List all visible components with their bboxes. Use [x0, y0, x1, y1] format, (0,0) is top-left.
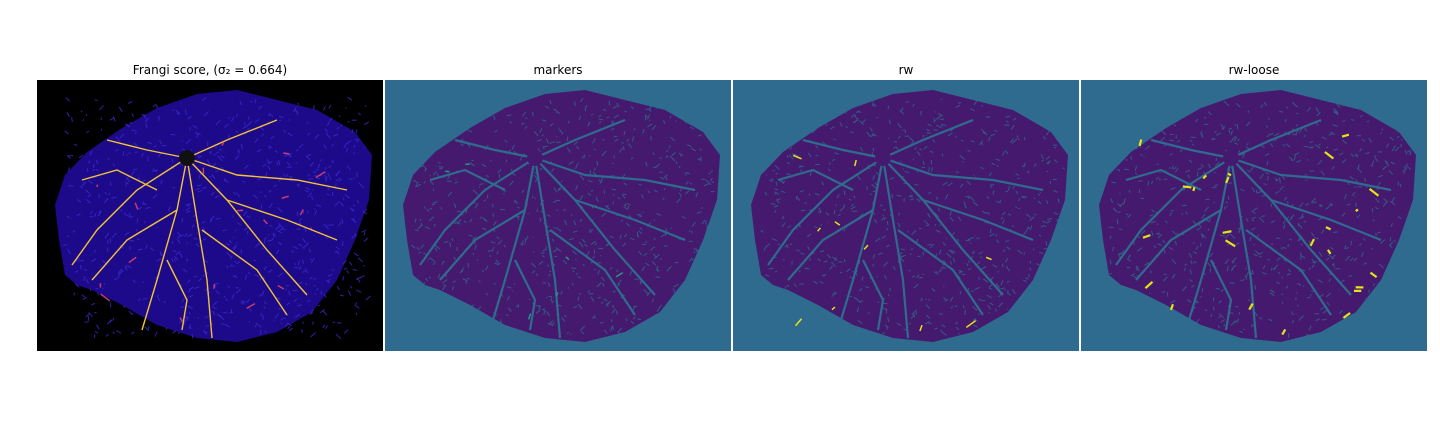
petiole-hole	[527, 150, 543, 166]
rw-image	[733, 80, 1079, 351]
panel-title-markers: markers	[533, 63, 583, 77]
panel-title-rw: rw	[898, 63, 914, 77]
main-veins	[71, 119, 348, 339]
highlight-marks	[445, 163, 624, 320]
leaf-texture	[760, 98, 1068, 340]
rw-loose-image	[1081, 80, 1427, 351]
highlight-marks	[1138, 133, 1380, 336]
main-veins	[767, 118, 1044, 339]
panel-title-rw-loose: rw-loose	[1228, 63, 1280, 77]
main-veins	[1115, 118, 1392, 339]
frangi-score-image	[37, 80, 383, 351]
petiole-hole	[875, 150, 891, 166]
panel-title-frangi: Frangi score, (σ₂ = 0.664)	[132, 63, 288, 77]
petiole-hole	[1223, 150, 1239, 166]
leaf-texture	[63, 96, 371, 339]
highlight-marks	[792, 154, 992, 332]
highlight-marks	[96, 141, 326, 322]
rw-svg	[733, 80, 1079, 351]
frangi-score-svg	[37, 80, 383, 351]
markers-svg	[385, 80, 731, 351]
petiole-hole	[179, 150, 195, 166]
markers-image	[385, 80, 731, 351]
rw-loose-svg	[1081, 80, 1427, 351]
main-veins	[419, 118, 696, 339]
